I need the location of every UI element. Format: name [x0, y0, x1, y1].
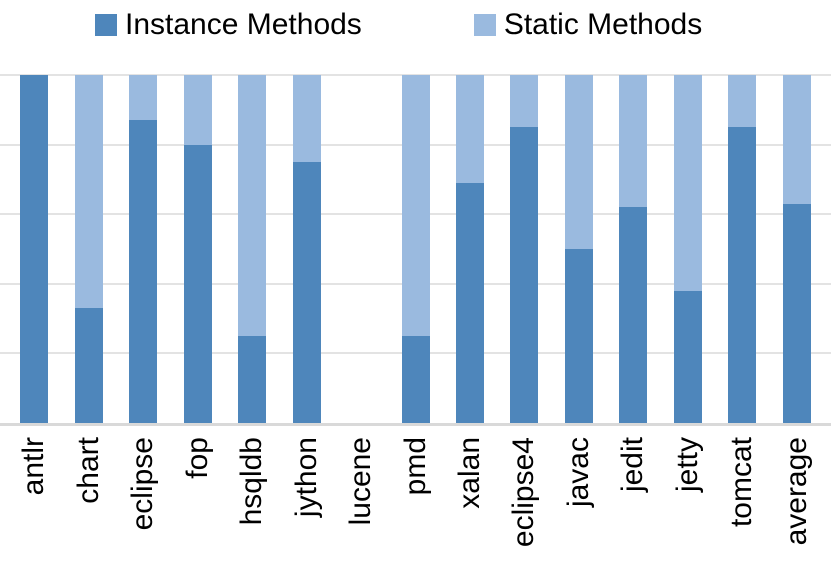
- plot-area: [0, 74, 831, 426]
- bar-stack-pmd: [401, 75, 430, 423]
- bar-segment-chart-instance: [74, 308, 103, 423]
- bar-segment-jython-instance: [292, 162, 321, 423]
- x-axis-label-eclipse4: eclipse4: [507, 437, 541, 548]
- x-axis-label-average: average: [779, 437, 813, 546]
- bar-group-antlr: [7, 75, 61, 423]
- x-axis-label-eclipse: eclipse: [126, 437, 160, 531]
- x-axis-labels: antlr chart eclipse fop hsqldb jython lucene pm…: [7, 437, 824, 575]
- bar-segment-pmd-instance: [401, 336, 430, 423]
- x-axis-label-antlr: antlr: [17, 437, 51, 496]
- bar-segment-jedit-static: [619, 75, 648, 208]
- bar-group-jetty: [661, 75, 715, 423]
- bar-segment-antlr-instance: [20, 75, 49, 423]
- bar-stack-antlr: [20, 75, 49, 423]
- bar-segment-eclipse-instance: [129, 120, 158, 423]
- bar-segment-xalan-static: [455, 75, 484, 183]
- x-label-cell-javac: javac: [552, 437, 606, 575]
- x-axis-line: [0, 423, 831, 426]
- instance-methods-swatch-icon: [95, 13, 117, 36]
- x-label-cell-jython: jython: [279, 437, 333, 575]
- bar-segment-fop-static: [183, 75, 212, 145]
- bar-group-lucene: [334, 75, 388, 423]
- bar-segment-eclipse-static: [129, 75, 158, 121]
- x-label-cell-antlr: antlr: [7, 437, 61, 575]
- x-axis-label-fop: fop: [180, 437, 214, 479]
- bar-stack-average: [782, 75, 811, 423]
- bar-stack-jetty: [673, 75, 702, 423]
- x-label-cell-chart: chart: [61, 437, 115, 575]
- bar-stack-chart: [74, 75, 103, 423]
- bar-segment-pmd-static: [401, 75, 430, 336]
- legend: Instance Methods Static Methods: [95, 8, 702, 41]
- legend-item-instance-methods: Instance Methods: [95, 8, 362, 41]
- x-label-cell-fop: fop: [170, 437, 224, 575]
- x-label-cell-tomcat: tomcat: [715, 437, 769, 575]
- bar-group-average: [770, 75, 824, 423]
- bar-group-chart: [61, 75, 115, 423]
- x-label-cell-hsqldb: hsqldb: [225, 437, 279, 575]
- bar-segment-hsqldb-instance: [238, 336, 267, 423]
- bar-segment-tomcat-instance: [728, 127, 757, 423]
- x-axis-label-lucene: lucene: [344, 437, 378, 526]
- x-label-cell-jetty: jetty: [661, 437, 715, 575]
- legend-label-static-methods: Static Methods: [503, 8, 703, 41]
- bar-segment-xalan-instance: [455, 182, 484, 423]
- x-axis-label-tomcat: tomcat: [725, 437, 759, 528]
- bar-segment-jetty-static: [673, 75, 702, 291]
- bar-segment-eclipse4-instance: [510, 127, 539, 423]
- bar-segment-tomcat-static: [728, 75, 757, 128]
- bar-group-tomcat: [715, 75, 769, 423]
- bar-stack-xalan: [455, 75, 484, 423]
- x-label-cell-eclipse4: eclipse4: [497, 437, 551, 575]
- bar-segment-average-static: [782, 75, 811, 204]
- x-label-cell-eclipse: eclipse: [116, 437, 170, 575]
- bar-stack-lucene: [347, 75, 375, 423]
- bar-group-eclipse4: [497, 75, 551, 423]
- bar-group-hsqldb: [225, 75, 279, 423]
- bar-group-jedit: [606, 75, 660, 423]
- x-label-cell-xalan: xalan: [443, 437, 497, 575]
- bar-segment-javac-static: [564, 75, 593, 249]
- bar-stack-eclipse4: [510, 75, 539, 423]
- bar-stack-javac: [564, 75, 593, 423]
- x-axis-label-javac: javac: [561, 437, 595, 508]
- x-axis-label-chart: chart: [71, 437, 105, 504]
- x-axis-label-pmd: pmd: [398, 437, 432, 496]
- legend-label-instance-methods: Instance Methods: [125, 8, 362, 41]
- legend-item-static-methods: Static Methods: [473, 8, 703, 41]
- static-methods-swatch-icon: [473, 13, 496, 36]
- bar-segment-javac-instance: [564, 249, 593, 423]
- bar-segment-hsqldb-static: [238, 75, 267, 336]
- x-axis-label-hsqldb: hsqldb: [235, 437, 269, 526]
- bar-group-javac: [552, 75, 606, 423]
- x-axis-label-jython: jython: [289, 437, 323, 518]
- x-axis-label-jetty: jetty: [670, 437, 704, 493]
- bar-group-eclipse: [116, 75, 170, 423]
- bar-group-pmd: [388, 75, 442, 423]
- x-axis-label-xalan: xalan: [452, 437, 486, 509]
- x-label-cell-pmd: pmd: [388, 437, 442, 575]
- bar-stack-tomcat: [728, 75, 757, 423]
- bar-group-jython: [279, 75, 333, 423]
- bar-stack-jython: [292, 75, 321, 423]
- bar-group-fop: [170, 75, 224, 423]
- bar-segment-jetty-instance: [673, 290, 702, 423]
- x-label-cell-lucene: lucene: [334, 437, 388, 575]
- bar-group-xalan: [443, 75, 497, 423]
- bar-stack-hsqldb: [238, 75, 267, 423]
- bar-segment-average-instance: [782, 203, 811, 423]
- bar-segment-eclipse4-static: [510, 75, 539, 128]
- x-axis-label-jedit: jedit: [616, 437, 650, 493]
- x-label-cell-average: average: [770, 437, 824, 575]
- bar-stack-eclipse: [129, 75, 158, 423]
- x-label-cell-jedit: jedit: [606, 437, 660, 575]
- bar-segment-chart-static: [74, 75, 103, 309]
- bar-stack-fop: [183, 75, 212, 423]
- bar-segment-fop-instance: [183, 144, 212, 423]
- bar-stack-jedit: [619, 75, 648, 423]
- bar-segment-jython-static: [292, 75, 321, 162]
- bar-segment-jedit-instance: [619, 207, 648, 423]
- bars: [7, 75, 824, 423]
